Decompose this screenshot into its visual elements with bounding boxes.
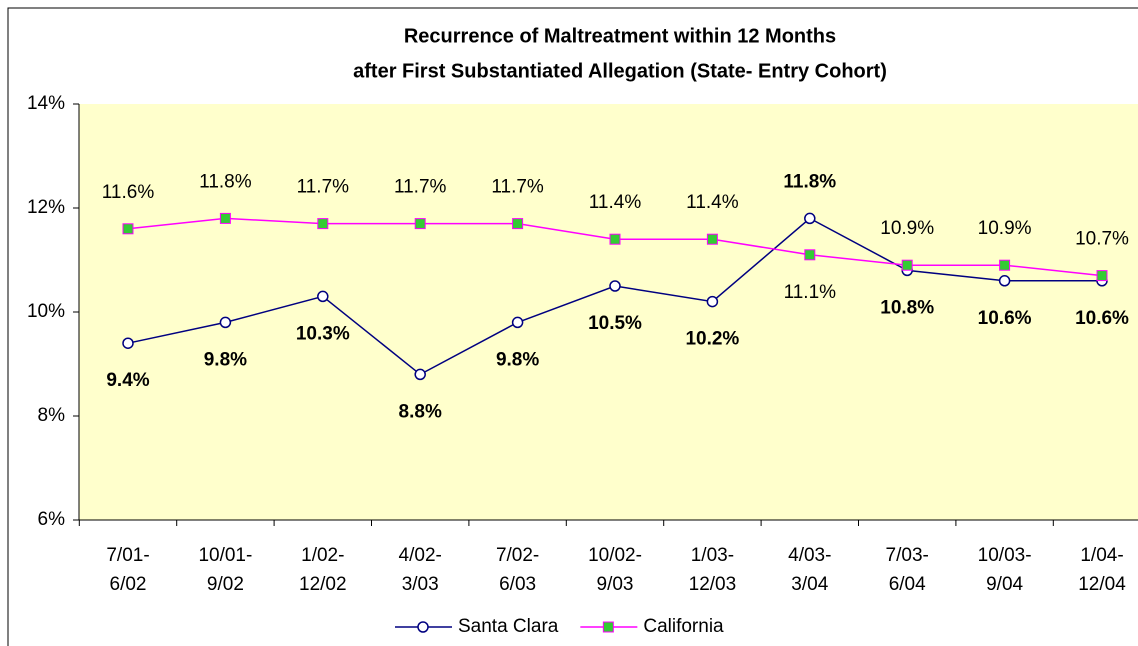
legend-label: California <box>643 616 724 637</box>
y-tick-label: 8% <box>38 405 66 426</box>
point <box>804 212 816 225</box>
point <box>998 275 1011 287</box>
x-tick-label: 6/03 <box>499 574 536 595</box>
data-label: 11.6% <box>102 182 155 203</box>
point <box>417 621 429 633</box>
data-label: 11.7% <box>297 177 350 198</box>
point <box>511 316 524 329</box>
data-label: 11.8% <box>783 171 836 192</box>
point <box>219 316 232 329</box>
y-tick-label: 12% <box>27 197 65 218</box>
x-tick-label: 7/02- <box>496 545 539 566</box>
x-tick-label: 6/02 <box>110 574 147 595</box>
x-tick-label: 9/04 <box>986 574 1023 595</box>
x-tick-label: 10/02- <box>588 545 642 566</box>
x-tick-label: 1/03- <box>691 545 734 566</box>
x-tick-label: 3/03 <box>402 574 439 595</box>
x-tick-label: 7/01- <box>106 545 149 566</box>
point <box>706 295 719 308</box>
x-tick-label: 1/04- <box>1080 545 1123 566</box>
point <box>317 218 329 230</box>
data-label: 11.4% <box>686 192 739 213</box>
data-label: 9.4% <box>106 370 149 391</box>
data-label: 11.4% <box>589 192 642 213</box>
point <box>122 223 134 235</box>
point <box>609 233 621 245</box>
data-label: 10.6% <box>978 308 1032 329</box>
x-tick-label: 1/02- <box>301 545 344 566</box>
data-label: 10.6% <box>1075 308 1129 329</box>
data-label: 9.8% <box>496 349 539 370</box>
legend-label: Santa Clara <box>458 616 559 637</box>
x-tick-label: 12/02 <box>299 574 347 595</box>
data-label: 10.7% <box>1075 229 1129 250</box>
point <box>609 280 621 292</box>
x-tick-label: 12/03 <box>689 574 737 595</box>
data-label: 11.1% <box>784 282 837 303</box>
x-tick-label: 9/03 <box>597 574 634 595</box>
point <box>512 218 524 230</box>
y-tick-label: 6% <box>38 509 66 530</box>
data-label: 10.3% <box>296 323 350 344</box>
data-label: 10.8% <box>880 297 934 318</box>
data-label: 10.9% <box>978 218 1032 239</box>
point <box>414 368 426 381</box>
y-tick-label: 10% <box>27 301 65 322</box>
point <box>1096 270 1108 282</box>
data-label: 9.8% <box>204 349 247 370</box>
x-tick-label: 6/04 <box>889 574 926 595</box>
point <box>317 290 329 303</box>
point <box>602 621 614 633</box>
x-tick-label: 9/02 <box>207 574 244 595</box>
x-tick-label: 10/03- <box>978 545 1032 566</box>
chart-title: Recurrence of Maltreatment within 12 Mon… <box>404 25 836 47</box>
data-label: 8.8% <box>399 401 442 422</box>
y-tick-label: 14% <box>27 93 65 114</box>
x-tick-label: 12/04 <box>1078 574 1126 595</box>
x-tick-label: 10/01- <box>198 545 252 566</box>
data-label: 11.7% <box>394 177 447 198</box>
plot-area <box>79 104 1138 520</box>
data-label: 10.9% <box>880 218 934 239</box>
point <box>706 233 718 245</box>
point <box>219 212 231 224</box>
x-tick-label: 4/02- <box>399 545 442 566</box>
data-label: 11.7% <box>491 177 544 198</box>
point <box>804 249 816 261</box>
data-label: 10.2% <box>685 329 739 350</box>
x-tick-label: 3/04 <box>791 574 828 595</box>
data-label: 10.5% <box>588 313 642 334</box>
x-tick-label: 7/03- <box>886 545 929 566</box>
point <box>122 337 134 349</box>
x-tick-label: 4/03- <box>788 545 831 566</box>
data-label: 11.8% <box>199 171 252 192</box>
point <box>901 259 913 271</box>
point <box>999 259 1011 271</box>
chart-title: after First Substantiated Allegation (St… <box>353 60 887 82</box>
point <box>414 218 426 230</box>
